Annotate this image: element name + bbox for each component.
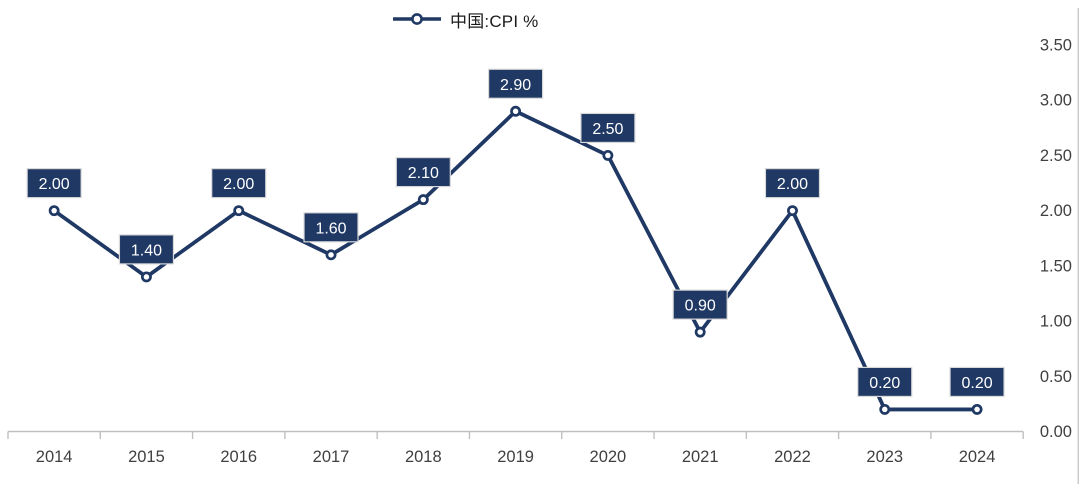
data-label-box <box>211 168 267 199</box>
data-point-marker <box>325 249 337 261</box>
data-label: 0.90 <box>685 298 716 315</box>
data-label-box <box>26 168 82 199</box>
data-point-marker <box>879 403 891 415</box>
x-axis-label: 2020 <box>590 448 627 466</box>
data-label: 1.60 <box>315 220 346 237</box>
data-label: 2.90 <box>500 77 531 94</box>
legend-circle-marker <box>411 13 423 25</box>
data-label: 0.20 <box>869 375 900 392</box>
legend-label: 中国:CPI % <box>450 11 539 31</box>
y-axis-label: 0.50 <box>1040 368 1072 386</box>
data-point-marker <box>510 105 522 117</box>
data-label: 1.40 <box>131 242 162 259</box>
x-axis-label: 2023 <box>866 448 903 466</box>
data-point-marker <box>694 326 706 338</box>
data-label-box <box>395 157 451 188</box>
data-label: 2.10 <box>408 165 439 182</box>
x-axis-label: 2017 <box>313 448 350 466</box>
data-label: 2.00 <box>39 176 70 193</box>
x-axis-label: 2022 <box>774 448 811 466</box>
data-point-marker <box>48 205 60 217</box>
data-label: 2.00 <box>223 176 254 193</box>
y-axis-label: 1.50 <box>1040 257 1072 275</box>
data-label-box <box>118 234 175 265</box>
x-axis-label: 2014 <box>36 448 73 466</box>
data-label-box <box>764 168 821 199</box>
y-axis-label: 2.00 <box>1040 202 1072 220</box>
data-label-box <box>303 212 359 243</box>
x-axis-label: 2024 <box>959 448 996 466</box>
data-label: 2.00 <box>777 176 808 193</box>
data-label-box <box>672 289 728 320</box>
legend-line-marker-icon <box>393 13 441 25</box>
data-label-box <box>488 68 544 99</box>
data-label-box <box>857 366 913 398</box>
chart-legend: 中国:CPI % <box>393 5 539 33</box>
x-axis-label: 2015 <box>128 448 165 466</box>
x-axis-label: 2021 <box>682 448 719 466</box>
y-axis-label: 2.50 <box>1040 147 1072 165</box>
y-axis-label: 1.00 <box>1040 313 1072 331</box>
data-line <box>52 109 979 412</box>
data-point-marker <box>233 205 245 217</box>
data-point-marker <box>787 205 798 217</box>
data-point-marker <box>417 194 429 206</box>
y-axis-label: 3.50 <box>1040 37 1072 55</box>
data-label-box <box>580 112 636 144</box>
x-axis-label: 2019 <box>497 448 534 466</box>
x-axis-label: 2016 <box>220 448 257 466</box>
data-point-marker <box>971 403 983 415</box>
data-label: 0.20 <box>961 375 992 392</box>
data-label: 2.50 <box>592 121 623 138</box>
y-axis-label: 3.00 <box>1040 92 1072 110</box>
x-axis-label: 2018 <box>405 448 442 466</box>
data-label-box <box>949 366 1005 398</box>
y-axis-label: 0.00 <box>1040 423 1072 441</box>
data-point-marker <box>602 149 614 161</box>
data-point-marker <box>140 271 152 283</box>
